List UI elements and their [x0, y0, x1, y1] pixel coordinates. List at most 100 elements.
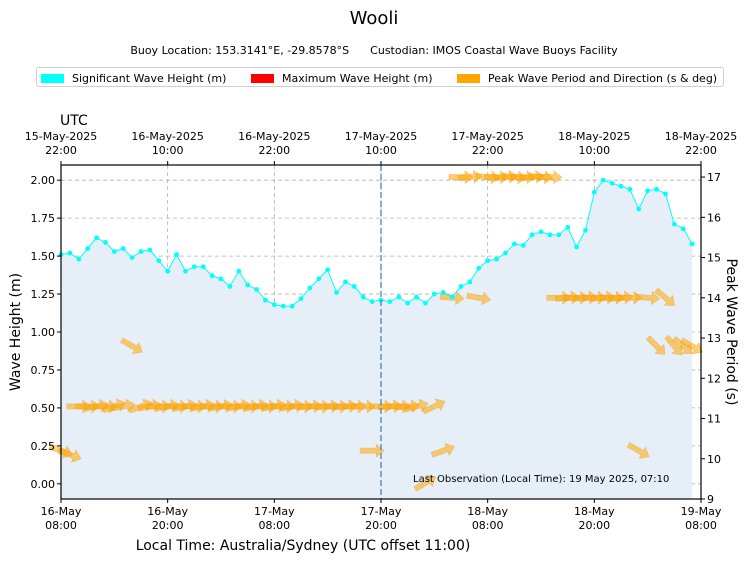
- period-arrow-shape: [466, 291, 492, 306]
- period-arrow: [626, 442, 650, 459]
- significant-wave-height-point: [618, 183, 624, 189]
- significant-wave-height-point: [636, 206, 642, 212]
- period-arrow-shape: [359, 443, 385, 458]
- significant-wave-height-point: [671, 221, 677, 227]
- significant-wave-height-point: [147, 247, 153, 253]
- significant-wave-height-point: [129, 255, 135, 261]
- legend-item-significant-wave-height: Significant Wave Height (m): [41, 71, 226, 85]
- significant-wave-height-point: [183, 268, 188, 274]
- top-tick-date: 15-May-2025: [25, 130, 97, 143]
- top-tick-date: 17-May-2025: [345, 130, 417, 143]
- top-tick-time: 10:00: [152, 144, 184, 157]
- period-arrow: [413, 474, 437, 492]
- significant-wave-height-point: [440, 290, 446, 295]
- significant-wave-height-point: [263, 297, 268, 303]
- period-arrow-shape: [430, 442, 455, 458]
- top-tick-date: 18-May-2025: [665, 130, 737, 143]
- significant-wave-height-point: [511, 241, 517, 247]
- x-tick-time: 20:00: [365, 519, 397, 532]
- y2-tick-label: 10: [707, 453, 721, 466]
- y2-tick-label: 14: [707, 292, 721, 305]
- significant-wave-height-point: [476, 265, 482, 271]
- significant-wave-height-point: [387, 299, 393, 305]
- y-tick-label: 0.00: [31, 478, 56, 491]
- custodian: Custodian: IMOS Coastal Wave Buoys Facil…: [370, 44, 618, 57]
- period-arrow-shape: [350, 399, 376, 414]
- x-tick-date: 18-May: [467, 505, 508, 518]
- x-axis-label: Local Time: Australia/Sydney (UTC offset…: [136, 538, 471, 554]
- line-layer: [58, 165, 695, 499]
- period-arrow: [350, 399, 376, 414]
- significant-wave-height-point: [94, 235, 99, 241]
- significant-wave-height-point: [565, 224, 571, 230]
- period-arrow-shape: [617, 290, 643, 305]
- significant-wave-height-point: [289, 303, 295, 309]
- x-tick-time: 20:00: [578, 519, 610, 532]
- significant-wave-height-point: [583, 227, 588, 233]
- significant-wave-height-point: [85, 246, 91, 251]
- period-arrow-shape: [457, 169, 483, 184]
- period-arrow: [457, 169, 483, 184]
- significant-wave-height-point: [369, 299, 375, 305]
- period-arrow-shape: [413, 474, 437, 492]
- x-tick-date: 16-May: [147, 505, 188, 518]
- y2-tick-label: 13: [707, 332, 721, 345]
- significant-wave-height-point: [654, 186, 659, 192]
- period-arrow: [120, 337, 143, 355]
- significant-wave-height-point: [280, 303, 286, 309]
- axes-layer: 0.00 0.25 0.50 0.75 1.00 1.25 1.50 1.75 2.00 9 10 1…: [25, 130, 737, 532]
- significant-wave-height-point: [538, 229, 544, 235]
- significant-wave-height-point: [520, 243, 526, 248]
- period-arrow: [635, 291, 661, 306]
- significant-wave-height-point: [547, 232, 553, 238]
- significant-wave-height-point: [360, 294, 366, 300]
- significant-wave-height-point: [227, 284, 233, 289]
- legend-swatch-peak: [457, 73, 480, 83]
- top-tick-time: 22:00: [472, 144, 504, 157]
- top-tick-time: 22:00: [685, 144, 717, 157]
- significant-wave-height-point: [449, 294, 455, 300]
- chart-legend: Significant Wave Height (m) Maximum Wave…: [36, 67, 724, 87]
- significant-wave-height-point: [574, 244, 579, 250]
- x-tick-time: 08:00: [472, 519, 504, 532]
- period-arrow-shape: [57, 447, 82, 463]
- significant-wave-height-point: [645, 188, 651, 194]
- significant-wave-height-point: [271, 302, 277, 308]
- legend-label-significant: Significant Wave Height (m): [72, 71, 227, 85]
- y-tick-label: 0.25: [31, 440, 56, 453]
- significant-wave-height-point: [458, 284, 464, 289]
- chart-subtitle: Buoy Location: 153.3141°E, -29.8578°S Cu…: [0, 44, 748, 57]
- period-arrow-shape: [626, 442, 650, 459]
- top-tick-date: 18-May-2025: [558, 130, 630, 143]
- period-arrow-shape: [654, 287, 676, 306]
- period-arrow: [430, 442, 455, 458]
- period-arrow: [537, 169, 563, 185]
- legend-swatch-significant: [41, 73, 64, 83]
- x-tick-date: 18-May: [574, 505, 615, 518]
- y-tick-label: 1.75: [31, 212, 56, 225]
- significant-wave-height-point: [200, 264, 206, 270]
- period-arrow: [421, 398, 446, 415]
- significant-wave-height-point: [503, 250, 508, 256]
- utc-label: UTC: [60, 113, 88, 129]
- buoy-location: Buoy Location: 153.3141°E, -29.8578°S: [130, 44, 350, 57]
- significant-wave-height-point: [174, 252, 179, 257]
- period-arrow: [654, 287, 676, 306]
- x-tick-time: 08:00: [685, 519, 717, 532]
- significant-wave-height-point: [209, 273, 215, 279]
- top-tick-time: 10:00: [365, 144, 397, 157]
- significant-wave-height-point: [334, 290, 339, 295]
- top-tick-date: 16-May-2025: [131, 130, 203, 143]
- x-tick-date: 16-May: [41, 505, 82, 518]
- period-arrow-shape: [421, 398, 446, 415]
- legend-label-peak: Peak Wave Period and Direction (s & deg): [488, 71, 718, 85]
- period-arrow-shape: [645, 335, 666, 355]
- plot-frame: [60, 164, 702, 500]
- top-tick-time: 22:00: [258, 144, 290, 157]
- y2-axis-label: Peak Wave Period (s): [723, 259, 739, 406]
- significant-wave-height-point: [680, 226, 686, 232]
- x-tick-time: 20:00: [152, 519, 184, 532]
- y-tick-label: 1.00: [31, 326, 56, 339]
- period-arrow-shape: [120, 337, 143, 355]
- y2-tick-label: 11: [707, 413, 721, 426]
